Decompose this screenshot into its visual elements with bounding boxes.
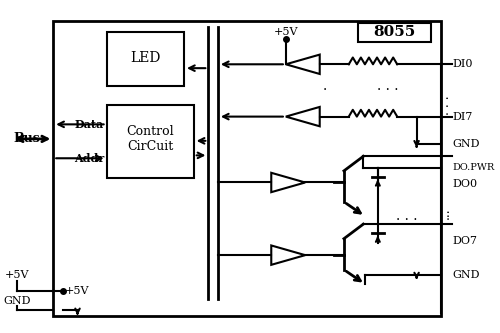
Text: +5V: +5V bbox=[274, 27, 298, 37]
Text: DI7: DI7 bbox=[452, 112, 473, 122]
Text: Data: Data bbox=[74, 119, 104, 130]
Text: . . .: . . . bbox=[439, 95, 452, 115]
Text: +5V: +5V bbox=[66, 286, 90, 296]
Text: Control
CirCuit: Control CirCuit bbox=[126, 125, 174, 153]
Bar bbox=[54, 21, 441, 316]
Text: GND: GND bbox=[4, 296, 31, 306]
Text: ...: ... bbox=[439, 208, 452, 219]
Text: +5V: +5V bbox=[5, 269, 29, 279]
Text: GND: GND bbox=[452, 139, 480, 149]
Bar bbox=[106, 32, 184, 86]
Text: 8055: 8055 bbox=[373, 25, 416, 39]
Text: DO0: DO0 bbox=[452, 179, 477, 189]
Text: DO7: DO7 bbox=[452, 236, 477, 246]
Bar bbox=[358, 23, 431, 42]
Text: GND: GND bbox=[452, 269, 480, 279]
Text: Bus: Bus bbox=[14, 133, 40, 146]
Text: DO.PWR: DO.PWR bbox=[452, 164, 494, 172]
Text: LED: LED bbox=[130, 52, 160, 66]
Text: Addr: Addr bbox=[74, 153, 104, 164]
Text: . . .: . . . bbox=[396, 209, 417, 223]
Text: . . .: . . . bbox=[377, 79, 398, 93]
Text: DI0: DI0 bbox=[452, 59, 473, 69]
Bar bbox=[106, 105, 194, 177]
Text: .: . bbox=[322, 79, 326, 93]
